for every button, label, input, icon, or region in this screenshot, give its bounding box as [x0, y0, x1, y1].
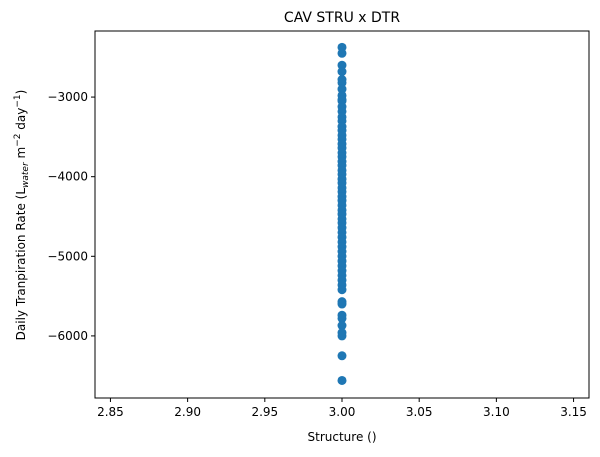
- data-points: [337, 42, 347, 385]
- data-point: [337, 285, 347, 295]
- x-tick-label: 3.00: [329, 405, 356, 419]
- y-axis-label-prefix: Daily Tranpiration Rate (L: [14, 188, 28, 341]
- y-axis-label-subscript: water: [21, 161, 31, 188]
- x-tick-label: 3.15: [560, 405, 587, 419]
- y-tick-label: −5000: [47, 249, 88, 263]
- data-point: [337, 299, 347, 309]
- data-point: [337, 84, 347, 94]
- y-tick-label: −4000: [47, 170, 88, 184]
- data-point: [337, 375, 347, 385]
- x-tick-label: 2.95: [251, 405, 278, 419]
- data-point: [337, 78, 347, 88]
- y-tick-label: −6000: [47, 329, 88, 343]
- x-tick-label: 2.85: [97, 405, 124, 419]
- x-axis-label: Structure (): [308, 430, 377, 444]
- y-axis-label-unit-day: day: [14, 108, 28, 134]
- data-point: [337, 94, 347, 104]
- y-axis-label: Daily Tranpiration Rate (Lwater m−2 day−…: [13, 90, 31, 341]
- y-axis-label-suffix: ): [14, 90, 28, 95]
- y-axis-label-superscript-1: −2: [13, 134, 23, 147]
- x-tick-label: 2.90: [174, 405, 201, 419]
- data-point: [337, 48, 347, 58]
- data-point: [337, 60, 347, 70]
- plot-frame: [94, 30, 590, 399]
- data-point: [337, 67, 347, 77]
- data-point: [337, 331, 347, 341]
- x-tick-label: 3.05: [406, 405, 433, 419]
- chart-title: CAV STRU x DTR: [284, 10, 400, 26]
- x-axis-ticks: 2.85 2.90 2.95 3.00 3.05 3.10 3.15: [97, 398, 587, 419]
- data-point: [337, 321, 347, 331]
- data-point: [337, 351, 347, 361]
- y-tick-label: −3000: [47, 90, 88, 104]
- data-point: [337, 313, 347, 323]
- y-axis-label-superscript-2: −1: [13, 94, 23, 107]
- x-tick-label: 3.10: [483, 405, 510, 419]
- y-axis-ticks: −3000 −4000 −5000 −6000: [47, 90, 95, 343]
- y-axis-label-unit-m: m: [14, 147, 28, 163]
